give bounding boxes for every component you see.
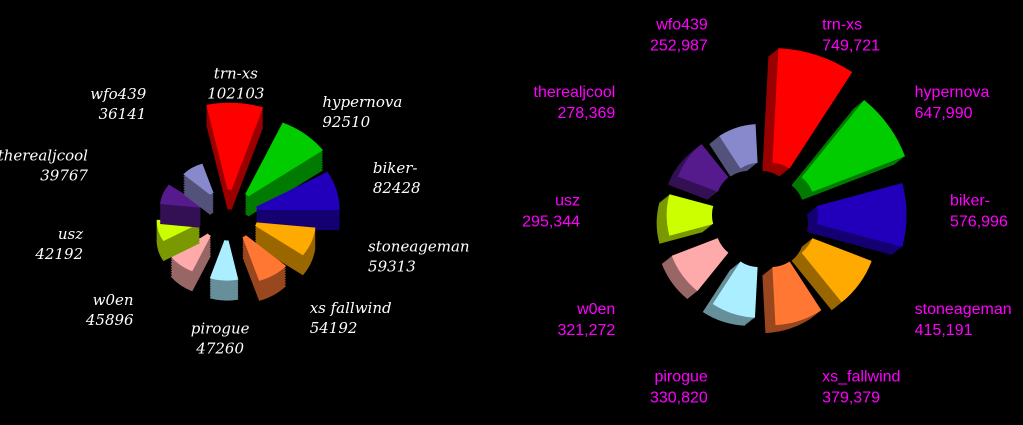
value-label: 102103 xyxy=(207,85,264,103)
value-label: 45896 xyxy=(85,311,134,329)
slice-label: pirogue xyxy=(191,319,250,337)
pie-chart: trn-xs 749,721 hypernova 647,990 biker- 576,9… xyxy=(522,17,1011,407)
slice-label: xs_fallwind xyxy=(822,368,900,385)
slice-label: hypernova xyxy=(915,84,990,101)
slice xyxy=(772,48,853,169)
value-label: 415,191 xyxy=(915,322,973,339)
value-label: 295,344 xyxy=(522,214,580,231)
value-label: 54192 xyxy=(310,319,358,337)
slice-label: trn-xs xyxy=(214,65,258,83)
slice-label: trn-xs xyxy=(822,17,862,34)
slice-label: biker- xyxy=(373,159,418,177)
slice-label: therealjcool xyxy=(0,146,88,164)
slice xyxy=(209,240,239,281)
slice xyxy=(170,233,211,272)
slice xyxy=(772,261,822,326)
value-label: 576,996 xyxy=(950,214,1008,231)
value-label: 39767 xyxy=(40,166,88,184)
slice xyxy=(255,222,316,256)
slice xyxy=(671,238,729,292)
slice xyxy=(801,99,906,192)
value-label: 379,379 xyxy=(822,389,880,406)
slice-label: xs fallwind xyxy=(310,299,392,317)
value-label: 321,272 xyxy=(557,322,615,339)
value-label: 42192 xyxy=(34,245,83,263)
slice xyxy=(256,171,340,211)
slice-label: pirogue xyxy=(654,368,707,385)
value-label: 92510 xyxy=(322,113,370,131)
slice xyxy=(245,122,324,197)
slice xyxy=(206,102,264,190)
slice xyxy=(159,184,201,208)
value-label: 36141 xyxy=(99,105,147,123)
slice xyxy=(183,163,214,195)
value-label: 47260 xyxy=(195,339,244,357)
pie-chart: trn-xs 102103 hypernova 92510 biker- 82428 sto… xyxy=(0,65,470,358)
slice-label: hypernova xyxy=(322,93,402,111)
value-label: 252,987 xyxy=(650,38,708,55)
value-label: 82428 xyxy=(373,179,421,197)
slice-label: biker- xyxy=(950,193,990,210)
slice xyxy=(801,238,872,303)
slice xyxy=(816,183,907,247)
slice-label: w0en xyxy=(576,301,615,318)
value-label: 647,990 xyxy=(915,105,973,122)
value-label: 749,721 xyxy=(822,38,880,55)
slice-label: stoneageman xyxy=(368,238,470,256)
slice-label: therealjcool xyxy=(534,84,616,101)
slice xyxy=(712,261,758,318)
slice-label: stoneageman xyxy=(915,301,1012,318)
value-label: 278,369 xyxy=(557,105,615,122)
slice xyxy=(677,144,729,192)
value-label: 59313 xyxy=(368,258,416,276)
slice-label: wfo439 xyxy=(90,85,147,103)
slice xyxy=(666,194,714,236)
slice-label: w0en xyxy=(93,291,134,309)
slice-label: usz xyxy=(58,225,83,243)
slice-label: wfo439 xyxy=(655,17,708,34)
slice-label: usz xyxy=(555,193,580,210)
slice xyxy=(719,124,758,169)
value-label: 330,820 xyxy=(650,389,708,406)
slice xyxy=(242,235,287,281)
